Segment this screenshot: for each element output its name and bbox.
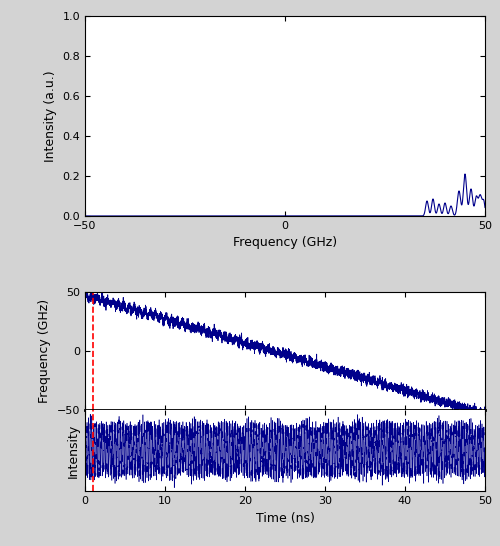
Y-axis label: Frequency (GHz): Frequency (GHz) xyxy=(38,299,51,403)
Y-axis label: Intensity: Intensity xyxy=(66,424,80,478)
X-axis label: Time (ns): Time (ns) xyxy=(256,512,314,525)
Y-axis label: Intensity (a.u.): Intensity (a.u.) xyxy=(44,70,57,162)
X-axis label: Frequency (GHz): Frequency (GHz) xyxy=(233,236,337,250)
